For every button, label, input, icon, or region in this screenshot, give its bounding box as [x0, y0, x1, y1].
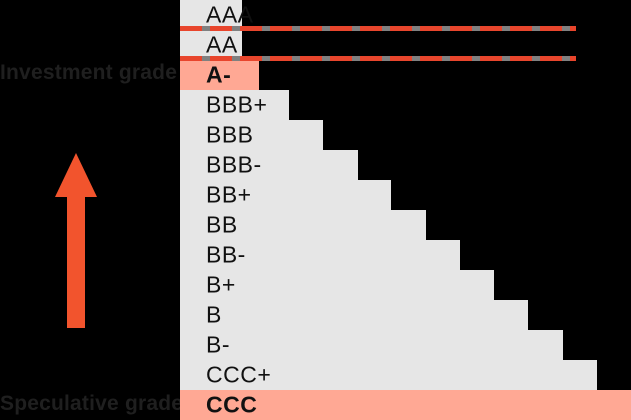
- rating-bar: [180, 330, 563, 360]
- threshold-line-aa: [180, 56, 576, 61]
- rating-row[interactable]: B+: [180, 270, 631, 300]
- rating-row[interactable]: BB-: [180, 240, 631, 270]
- arrow-head: [55, 153, 97, 197]
- rating-bar: [180, 120, 324, 150]
- rating-bar: [180, 30, 243, 60]
- rating-row[interactable]: B-: [180, 330, 631, 360]
- rating-bar: [180, 150, 358, 180]
- rating-label: BB-: [206, 241, 246, 268]
- rating-label: B: [206, 301, 222, 328]
- rating-bar: [180, 390, 631, 420]
- rating-label: A-: [206, 61, 232, 88]
- rating-label: BBB: [206, 121, 254, 148]
- rating-bar: [180, 180, 392, 210]
- rating-label: CCC+: [206, 361, 272, 388]
- rating-row[interactable]: BB+: [180, 180, 631, 210]
- rating-row[interactable]: BB: [180, 210, 631, 240]
- rating-row[interactable]: CCC: [180, 390, 631, 420]
- rating-label: B-: [206, 331, 230, 358]
- rating-bar: [180, 90, 289, 120]
- axis-annotation-pane: Investment grade Speculative grade: [0, 0, 184, 420]
- rating-bar: [180, 240, 461, 270]
- rating-label: CCC: [206, 391, 258, 418]
- rating-row[interactable]: AA: [180, 30, 631, 60]
- rating-row[interactable]: BBB: [180, 120, 631, 150]
- rating-bar: [180, 60, 259, 90]
- rating-bar: [180, 360, 597, 390]
- rating-label: AAA: [206, 1, 254, 28]
- investment-grade-label: Investment grade: [0, 61, 178, 84]
- rating-row[interactable]: AAA: [180, 0, 631, 30]
- rating-row[interactable]: CCC+: [180, 360, 631, 390]
- rating-bar: [180, 210, 426, 240]
- rating-bar: [180, 0, 243, 30]
- rating-row[interactable]: B: [180, 300, 631, 330]
- rating-bar: [180, 270, 495, 300]
- rating-label: B+: [206, 271, 236, 298]
- arrow-shaft: [67, 193, 85, 328]
- rating-row[interactable]: BBB-: [180, 150, 631, 180]
- rating-row[interactable]: A-: [180, 60, 631, 90]
- rating-row[interactable]: BBB+: [180, 90, 631, 120]
- rating-ladder: AAA AA A- BBB+ BBB BBB- BB+ BB BB- B+ B B- CCC+ CCC: [180, 0, 631, 420]
- rating-label: BB+: [206, 181, 252, 208]
- credit-quality-up-arrow-icon: [55, 153, 97, 328]
- rating-bar: [180, 300, 529, 330]
- rating-label: BBB+: [206, 91, 268, 118]
- rating-label: BBB-: [206, 151, 262, 178]
- threshold-line-aaa: [180, 26, 576, 31]
- rating-label: AA: [206, 31, 238, 58]
- speculative-grade-label: Speculative grade: [0, 392, 184, 415]
- rating-label: BB: [206, 211, 238, 238]
